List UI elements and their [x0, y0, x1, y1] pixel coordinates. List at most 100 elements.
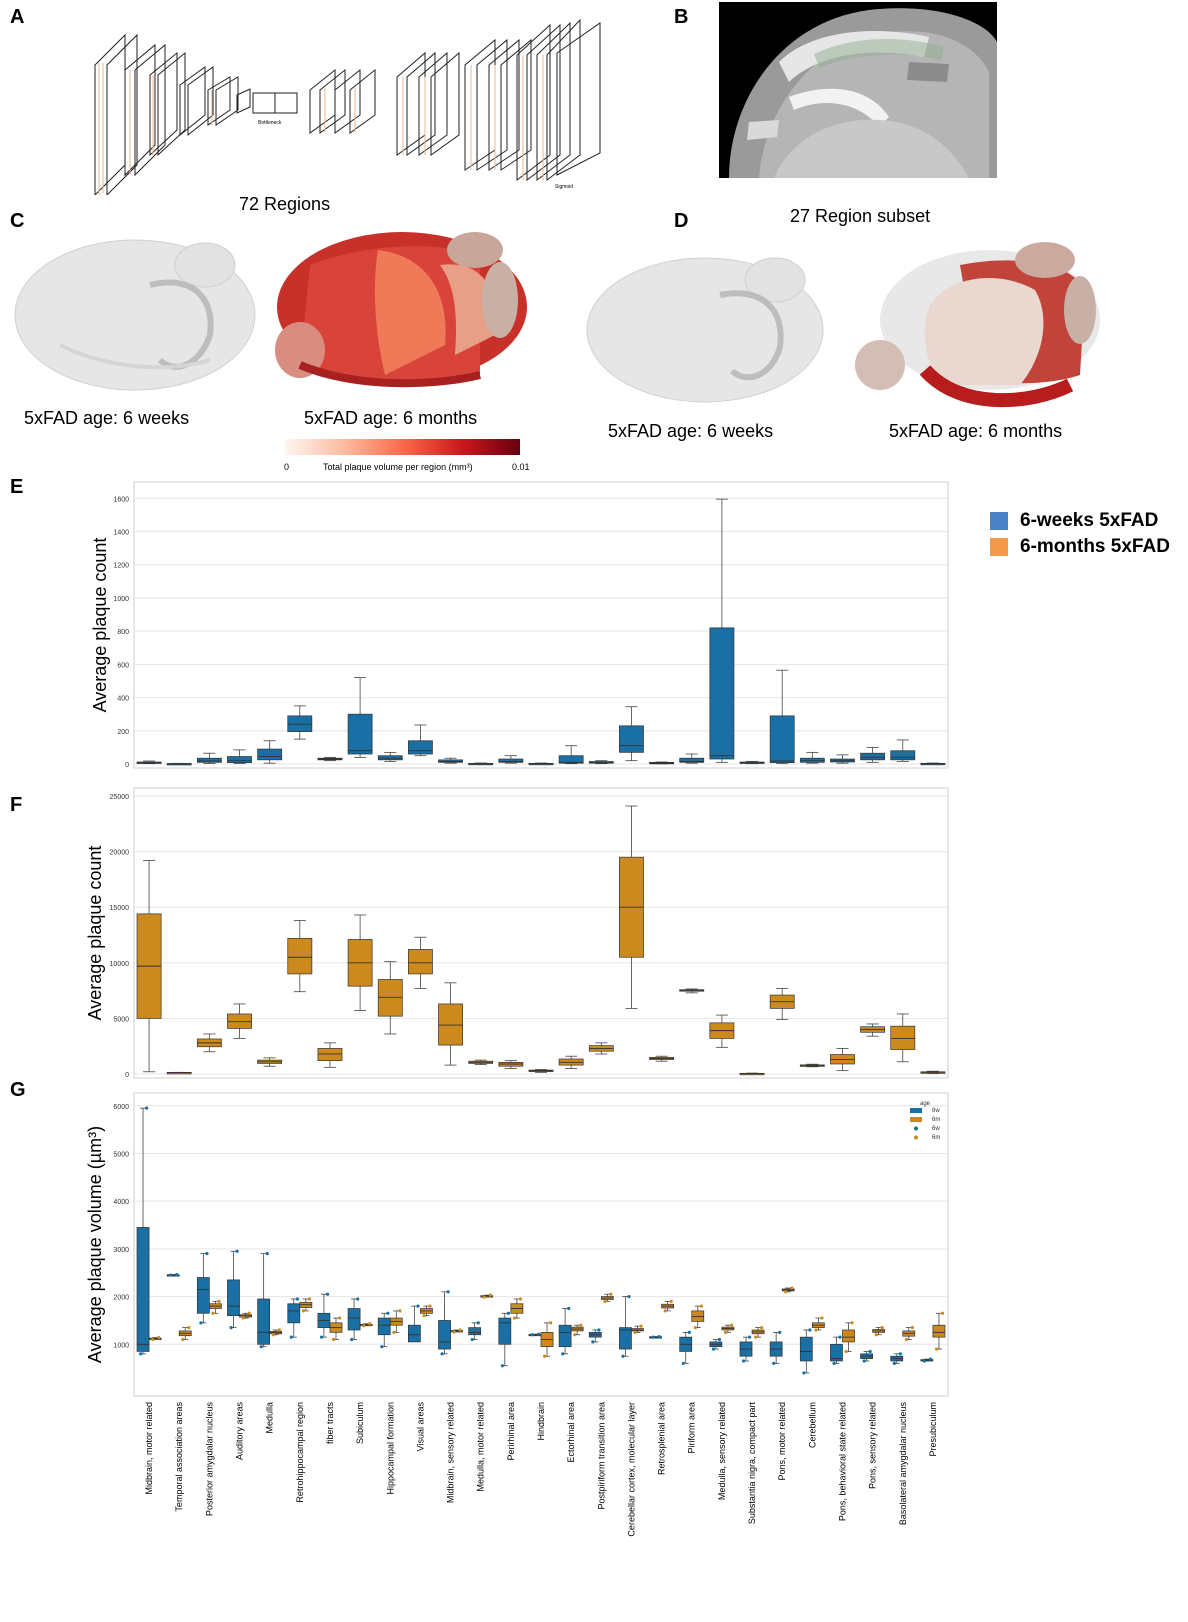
data-point [470, 1337, 474, 1342]
data-point [549, 1321, 553, 1325]
box-F-6-months-5xFAD-14 [558, 1055, 584, 1069]
data-point [597, 1328, 601, 1332]
box-G-6w-19 [709, 1337, 723, 1351]
data-point [476, 1321, 480, 1325]
box-E-6-weeks-5xFAD-18 [679, 753, 705, 764]
panel-c-letter: C [10, 210, 25, 232]
data-point [530, 1333, 535, 1337]
box-G-6m-24 [872, 1325, 886, 1337]
box-body [438, 1320, 451, 1350]
box-G-6m-16 [631, 1324, 644, 1334]
x-category-label: Midbrain, sensory related [446, 1402, 456, 1503]
panel-d-brain-renders [586, 242, 1100, 408]
colorbar-max-label: 0.01 [512, 462, 530, 472]
box-F-6-months-5xFAD-12 [498, 1060, 524, 1069]
y-tick-label-F: 15000 [110, 905, 130, 912]
data-point [639, 1324, 643, 1328]
box-F-6-months-5xFAD-26 [920, 1070, 946, 1074]
data-point [844, 1349, 848, 1354]
box-G-6w-9 [407, 1304, 421, 1343]
box-G-6m-23 [842, 1321, 855, 1354]
x-category-label: Midbrain, motor related [144, 1402, 154, 1495]
data-point [862, 1359, 866, 1363]
box-body [196, 1277, 210, 1314]
data-point [205, 1252, 209, 1256]
data-point [832, 1361, 836, 1365]
box-E-6-weeks-5xFAD-15 [588, 760, 614, 765]
brain-render-6-months-d [855, 242, 1100, 408]
data-point [754, 1335, 758, 1339]
legend-g-title: age [920, 1101, 931, 1107]
box-body [347, 713, 373, 755]
box-E-6-weeks-5xFAD-7 [347, 677, 373, 758]
data-point [199, 1321, 203, 1325]
box-F-6-months-5xFAD-21 [769, 987, 795, 1020]
x-category-label: Medulla, sensory related [717, 1402, 727, 1500]
box-F-6-months-5xFAD-9 [407, 936, 433, 989]
data-point [295, 1297, 300, 1301]
legend-e-label-6-months: 6-months 5xFAD [1020, 536, 1170, 557]
box-G-6m-25 [902, 1325, 916, 1342]
y-tick-label-G: 1000 [113, 1342, 129, 1349]
box-body [257, 1298, 271, 1345]
box-E-6-weeks-5xFAD-9 [407, 724, 433, 757]
box-body [257, 748, 283, 761]
box-F-6-months-5xFAD-15 [588, 1042, 614, 1055]
box-G-6m-11 [480, 1293, 494, 1299]
data-point [211, 1311, 215, 1315]
legend-g-label: 6m [932, 1135, 940, 1141]
y-tick-label-F: 25000 [110, 794, 130, 801]
box-G-6w-12 [498, 1311, 512, 1368]
data-point [392, 1330, 396, 1334]
y-tick-label-G: 6000 [113, 1104, 129, 1111]
data-point [422, 1314, 426, 1318]
plot-frame-G [133, 1092, 949, 1397]
data-point [561, 1352, 565, 1356]
box-G-6w-23 [830, 1335, 843, 1365]
box-F-6-months-5xFAD-17 [649, 1055, 675, 1062]
x-category-label: Cerebellar cortex, molecular layer [626, 1402, 636, 1537]
x-category-label: Postpiriform transition area [596, 1402, 606, 1510]
panel-a-letter: A [10, 6, 25, 28]
panel-d-right-caption: 5xFAD age: 6 months [889, 421, 1063, 441]
data-point [723, 1330, 728, 1334]
data-point [868, 1349, 872, 1354]
box-G-6w-26 [920, 1357, 934, 1363]
box-G-6w-7 [347, 1297, 361, 1342]
data-point [139, 1352, 143, 1356]
data-point [922, 1359, 927, 1363]
y-tick-label-E: 1000 [113, 596, 129, 603]
data-point [760, 1325, 764, 1330]
box-G-6m-22 [811, 1316, 825, 1332]
x-category-label: Visual areas [415, 1402, 425, 1452]
box-body [317, 1048, 343, 1062]
legend-g-label: 6w [932, 1108, 940, 1114]
panel-b-caption: 27 Region subset [790, 206, 931, 226]
box-body [287, 937, 313, 975]
data-point [748, 1335, 752, 1339]
box-body [287, 1303, 301, 1324]
data-point [633, 1330, 637, 1334]
x-category-label: Temporal association areas [174, 1402, 184, 1512]
x-category-label: Hippocampal formation [385, 1402, 395, 1495]
data-point [657, 1335, 661, 1339]
box-body [136, 1227, 150, 1352]
box-E-6-weeks-5xFAD-17 [649, 761, 675, 765]
y-tick-label-E: 400 [117, 696, 129, 703]
data-point [331, 1337, 336, 1342]
y-tick-label-E: 600 [117, 662, 129, 669]
x-category-label: Perirhinal area [506, 1402, 516, 1461]
box-G-6w-14 [558, 1306, 572, 1356]
box-G-6m-1 [178, 1325, 192, 1342]
box-G-6w-25 [890, 1352, 904, 1365]
legend-e-label-6-weeks: 6-weeks 5xFAD [1020, 510, 1159, 531]
box-body [196, 757, 222, 763]
box-E-6-weeks-5xFAD-0 [136, 760, 162, 765]
x-category-label: Substantia nigra, compact part [747, 1402, 757, 1525]
box-body [498, 1317, 512, 1345]
box-G-6m-20 [751, 1325, 765, 1339]
box-body [679, 757, 705, 763]
box-G-6m-0 [148, 1336, 162, 1342]
data-point [368, 1322, 372, 1326]
box-G-6w-8 [377, 1311, 391, 1349]
